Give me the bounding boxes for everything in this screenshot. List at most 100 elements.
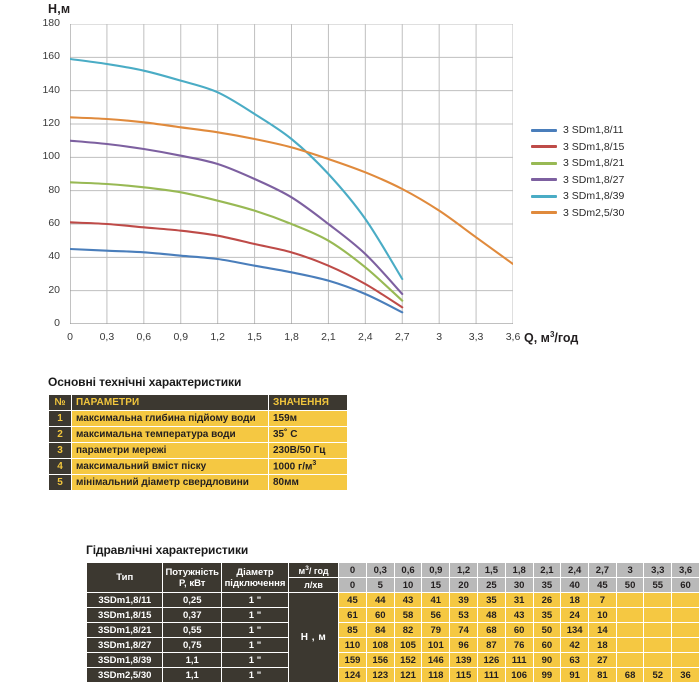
hydro-head-value xyxy=(616,653,644,667)
hydro-head-value: 111 xyxy=(505,653,533,667)
hydraulic-characteristics-table: Тип Потужність Р, кВт Діаметр підключення м3/… xyxy=(86,562,700,683)
hydro-table-row: 3SDm1,8/21 0,55 1 " 85 84 82 79 74 68 60 50 134 14 xyxy=(87,623,699,637)
hydro-head-value: 24 xyxy=(561,608,589,622)
chart-y-tick: 140 xyxy=(42,83,60,96)
hydro-head-value: 14 xyxy=(589,623,616,637)
hydro-head-value: 90 xyxy=(533,653,561,667)
hydro-row-diameter: 1 " xyxy=(222,623,288,637)
chart-x-tick: 0,9 xyxy=(173,331,189,343)
hydro-flow-q-value: 1,5 xyxy=(477,563,505,577)
hydraulic-characteristics-block: Гідравлічні характеристики Тип Потужність… xyxy=(86,543,700,683)
chart-series-line xyxy=(70,57,404,281)
chart-x-tick: 1,2 xyxy=(210,331,225,343)
hydro-head-value: 60 xyxy=(505,623,533,637)
hydro-head-value xyxy=(616,608,644,622)
hydro-head-value: 79 xyxy=(422,623,450,637)
hydro-flow-q-value: 2,7 xyxy=(589,563,616,577)
hydro-head-value xyxy=(644,623,672,637)
hydro-head-value: 118 xyxy=(422,668,450,682)
legend-item[interactable]: 3 SDm1,8/15 xyxy=(531,139,691,156)
chart-y-tick: 120 xyxy=(42,117,60,129)
chart-x-tick: 2,1 xyxy=(321,331,336,343)
hydro-row-type: 3SDm1,8/39 xyxy=(87,653,163,667)
tech-row-parameter: максимальний вміст піску xyxy=(72,459,268,474)
chart-x-tick: 3,6 xyxy=(505,331,521,343)
hydro-table-title: Гідравлічні характеристики xyxy=(86,543,249,557)
legend-color-swatch xyxy=(531,128,557,132)
tech-table-row: 1 максимальна глибина підйому води 159м xyxy=(49,411,347,426)
chart-y-tick: 180 xyxy=(42,17,60,29)
tech-row-value: 159м xyxy=(269,411,347,426)
hydro-flow-q-value: 0,9 xyxy=(422,563,450,577)
tech-table-row: 2 максимальна температура води 35˚ С xyxy=(49,427,347,442)
hydro-head-value: 43 xyxy=(505,608,533,622)
legend-item[interactable]: 3 SDm2,5/30 xyxy=(531,205,691,222)
hydro-flow-q-value: 3,6 xyxy=(672,563,699,577)
tech-table-row: 5 мінімальний діаметр свердловини 80мм xyxy=(49,475,347,490)
hydro-flow-lpm-value: 35 xyxy=(533,578,561,592)
tech-header-no: № xyxy=(49,395,71,410)
legend-item[interactable]: 3 SDm1,8/27 xyxy=(531,172,691,189)
chart-x-axis-title: Q, м3/год xyxy=(524,330,578,345)
tech-row-parameter: параметри мережі xyxy=(72,443,268,458)
hydro-head-value: 35 xyxy=(533,608,561,622)
hydro-table-row: 3SDm1,8/27 0,75 1 " 110 108 105 101 96 87 76 60 42 1… xyxy=(87,638,699,652)
hydro-header-diameter: Діаметр підключення xyxy=(222,563,288,592)
hydro-head-value: 91 xyxy=(561,668,589,682)
tech-row-number: 4 xyxy=(49,459,71,474)
legend-color-swatch xyxy=(531,161,557,165)
hydro-head-value: 63 xyxy=(561,653,589,667)
tech-row-value: 230В/50 Гц xyxy=(269,443,347,458)
chart-x-tick: 0 xyxy=(67,331,73,343)
hydro-flow-lpm-value: 60 xyxy=(672,578,699,592)
hydro-head-value: 43 xyxy=(394,593,422,607)
hydro-head-value xyxy=(616,623,644,637)
hydro-head-value xyxy=(616,638,644,652)
hydro-head-value xyxy=(644,638,672,652)
legend-item-label: 3 SDm2,5/30 xyxy=(563,206,625,219)
chart-series-line xyxy=(70,221,404,309)
hydro-head-value xyxy=(644,653,672,667)
legend-item-label: 3 SDm1,8/27 xyxy=(563,173,625,186)
chart-x-tick: 3 xyxy=(436,331,443,343)
hydro-row-power: 0,25 xyxy=(163,593,222,607)
hydro-head-value: 35 xyxy=(477,593,505,607)
hydro-head-unit-label: H , м xyxy=(288,593,339,682)
hydro-row-diameter: 1 " xyxy=(222,653,288,667)
hydro-flow-lpm-value: 25 xyxy=(477,578,505,592)
legend-item[interactable]: 3 SDm1,8/11 xyxy=(531,122,691,139)
hydro-flow-lpm-value: 10 xyxy=(394,578,422,592)
hydro-head-value: 50 xyxy=(533,623,561,637)
hydro-flow-q-value: 3,3 xyxy=(644,563,672,577)
hydro-flow-q-value: 1,2 xyxy=(450,563,477,577)
tech-row-parameter: максимальна температура води xyxy=(72,427,268,442)
hydro-head-value: 152 xyxy=(394,653,422,667)
tech-row-value: 80мм xyxy=(269,475,347,490)
legend-item-label: 3 SDm1,8/39 xyxy=(563,190,625,203)
hydro-head-value: 139 xyxy=(450,653,477,667)
legend-item[interactable]: 3 SDm1,8/39 xyxy=(531,188,691,205)
hydro-head-value: 108 xyxy=(366,638,394,652)
tech-row-number: 5 xyxy=(49,475,71,490)
hydro-head-value: 27 xyxy=(589,653,616,667)
hydro-flow-lpm-value: 55 xyxy=(644,578,672,592)
tech-header-value: ЗНАЧЕННЯ xyxy=(269,395,347,410)
hydro-head-value: 7 xyxy=(589,593,616,607)
legend-item[interactable]: 3 SDm1,8/21 xyxy=(531,155,691,172)
hydro-row-diameter: 1 " xyxy=(222,593,288,607)
hydro-unit-label-lpm: л/хв xyxy=(288,578,339,592)
hydro-head-value: 146 xyxy=(422,653,450,667)
legend-item-label: 3 SDm1,8/15 xyxy=(563,140,625,153)
tech-characteristics-table: № ПАРАМЕТРИ ЗНАЧЕННЯ 1 максимальна глибин… xyxy=(48,394,348,491)
hydro-head-value: 87 xyxy=(477,638,505,652)
hydro-header-power: Потужність Р, кВт xyxy=(163,563,222,592)
hydro-table-row: 3SDm1,8/15 0,37 1 " 61 60 58 56 53 48 43 35 24 10 xyxy=(87,608,699,622)
hydro-flow-lpm-value: 0 xyxy=(339,578,366,592)
legend-color-swatch xyxy=(531,194,557,198)
chart-x-tick: 0,3 xyxy=(99,331,115,343)
hydro-head-value: 99 xyxy=(533,668,561,682)
hydro-row-type: 3SDm1,8/11 xyxy=(87,593,163,607)
hydro-head-value: 68 xyxy=(616,668,644,682)
legend-color-swatch xyxy=(531,211,557,215)
hydro-row-power: 1,1 xyxy=(163,668,222,682)
